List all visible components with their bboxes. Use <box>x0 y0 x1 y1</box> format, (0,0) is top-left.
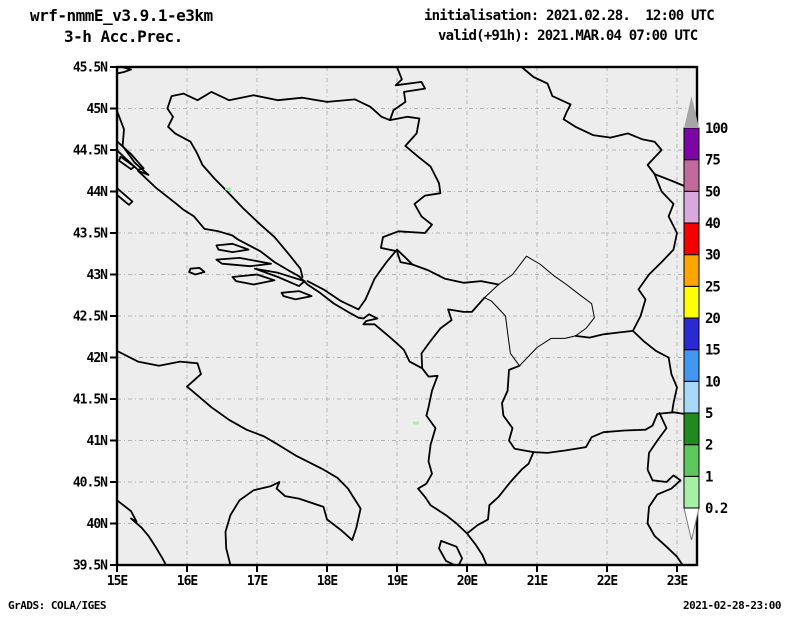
colorbar-segment-1 <box>683 444 700 477</box>
y-tick-label-41.5N: 41.5N <box>73 393 108 408</box>
colorbar-label-20: 20 <box>705 311 720 327</box>
y-tick-label-43.5N: 43.5N <box>73 227 108 242</box>
creation-timestamp: 2021-02-28-23:00 <box>683 599 781 612</box>
x-tick-label-20E: 20E <box>457 574 478 589</box>
x-tick-label-19E: 19E <box>387 574 408 589</box>
x-tick-label-15E: 15E <box>107 574 128 589</box>
x-tick-label-16E: 16E <box>177 574 198 589</box>
colorbar-label-50: 50 <box>705 184 720 200</box>
border-serbia-romania <box>520 67 663 175</box>
border-slovenia-croatia <box>117 67 132 75</box>
border-macedonia-greece <box>532 408 697 454</box>
peninsula-peljesac <box>254 267 306 287</box>
y-tick-label-44N: 44N <box>87 185 109 200</box>
colorbar-segment-40 <box>683 190 700 224</box>
y-tick-label-42.5N: 42.5N <box>73 310 108 325</box>
x-tick-label-17E: 17E <box>247 574 268 589</box>
colorbar-label-40: 40 <box>705 216 720 232</box>
border-macedonia-bulgaria <box>632 330 678 414</box>
colorbar-label-25: 25 <box>705 279 720 295</box>
coast-italy-adriatic <box>117 350 362 565</box>
border-serbia-bulgaria <box>632 173 678 332</box>
colorbar-segment-10 <box>683 349 700 382</box>
border-croatia-serbia-danube <box>389 67 426 121</box>
colorbar-over-arrow <box>684 96 699 128</box>
border-sava-croatia-bosnia <box>210 91 391 121</box>
y-tick-label-42N: 42N <box>87 351 109 366</box>
colorbar-label-75: 75 <box>705 153 720 169</box>
island-pag <box>117 140 145 171</box>
x-tick-label-23E: 23E <box>667 574 688 589</box>
coast-adriatic-east <box>117 110 488 565</box>
colorbar-label-15: 15 <box>705 343 720 359</box>
y-tick-label-39.5N: 39.5N <box>73 559 108 574</box>
island-dugi-otok <box>117 186 134 206</box>
coast-italy-tyrrhenian <box>117 499 167 565</box>
coast-greece-aegean <box>646 412 684 565</box>
y-tick-label-40N: 40N <box>87 517 109 532</box>
colorbar-segment-75 <box>683 127 700 161</box>
border-montenegro-serbia <box>411 263 500 286</box>
colorbar-segment-5 <box>683 380 700 414</box>
colorbar-segment-25 <box>683 254 700 287</box>
border-albania-greece <box>466 451 535 535</box>
y-tick-label-45N: 45N <box>87 102 109 117</box>
precip-trace-0 <box>225 187 232 191</box>
island-pag-sliver <box>118 155 136 170</box>
model-title: wrf-nmmE_v3.9.1-e3km <box>30 6 213 25</box>
island-corfu <box>438 540 463 565</box>
border-bosnia-montenegro <box>306 248 414 311</box>
x-tick-label-22E: 22E <box>597 574 618 589</box>
init-time-label: initialisation: 2021.02.28. 12:00 UTC <box>424 8 715 24</box>
island-brac <box>215 242 250 253</box>
grads-credit: GrADS: COLA/IGES <box>8 599 106 612</box>
colorbar-label-10: 10 <box>705 374 720 390</box>
colorbar-segment-30 <box>683 222 700 256</box>
x-tick-label-18E: 18E <box>317 574 338 589</box>
colorbar-label-1: 1 <box>705 469 713 485</box>
y-tick-label-41N: 41N <box>87 434 109 449</box>
y-tick-label-44.5N: 44.5N <box>73 144 108 159</box>
border-serbia-macedonia <box>574 330 634 339</box>
valid-time-label: valid(+91h): 2021.MAR.04 07:00 UTC <box>438 28 698 44</box>
x-tick-label-21E: 21E <box>527 574 548 589</box>
border-montenegro-albania <box>420 296 486 370</box>
colorbar-label-0.2: 0.2 <box>705 501 728 517</box>
island-vis <box>188 267 206 276</box>
colorbar-segment-15 <box>683 317 700 351</box>
colorbar-label-100: 100 <box>705 121 728 137</box>
colorbar-segment-0.2 <box>683 475 700 509</box>
island-hvar <box>215 257 272 268</box>
colorbar-segment-20 <box>683 285 700 319</box>
island-korcula <box>231 273 276 286</box>
product-title: 3-h Acc.Prec. <box>64 27 183 46</box>
border-albania-macedonia <box>501 364 535 453</box>
border-croatia-bosnia-west <box>166 91 304 278</box>
border-drina-bosnia-serbia <box>380 115 442 266</box>
y-tick-label-43N: 43N <box>87 268 109 283</box>
colorbar-label-2: 2 <box>705 438 713 454</box>
y-tick-label-45.5N: 45.5N <box>73 61 108 76</box>
colorbar-label-5: 5 <box>705 406 713 422</box>
y-tick-label-40.5N: 40.5N <box>73 476 108 491</box>
colorbar-segment-50 <box>683 159 700 192</box>
colorbar-segment-2 <box>683 412 700 446</box>
colorbar-label-30: 30 <box>705 248 720 264</box>
island-mljet <box>280 290 313 301</box>
precip-trace-1 <box>412 421 419 425</box>
